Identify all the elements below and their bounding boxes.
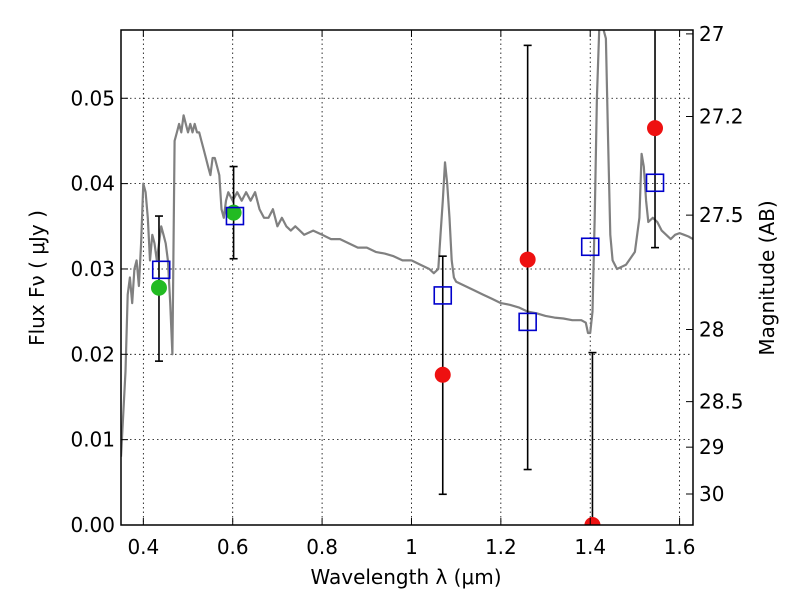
model-photometry-square [580, 237, 600, 257]
sed-spectrum-line [121, 30, 693, 457]
plot-frame [120, 29, 694, 526]
y2-tick-label: 27.5 [699, 203, 744, 227]
y-tick-label: 0.01 [70, 428, 115, 452]
x-tick-label: 0.8 [306, 535, 338, 559]
x-axis-title: Wavelength λ (μm) [310, 565, 501, 589]
y2-tick-label: 27.2 [699, 105, 744, 129]
observed-red-point [519, 251, 536, 268]
x-tick-label: 1 [405, 535, 418, 559]
model-photometry-square [151, 260, 171, 280]
y-tick-label: 0.03 [70, 257, 115, 281]
x-tick-label: 1.4 [574, 535, 606, 559]
model-photometry-square [225, 206, 245, 226]
y2-tick-label: 28.5 [699, 390, 744, 414]
plot-content [121, 30, 693, 525]
model-photometry-square [433, 286, 453, 305]
y-tick-label: 0.02 [70, 342, 115, 366]
y2-tick-label: 30 [699, 482, 724, 506]
y2-axis-title: Magnitude (AB) [755, 200, 779, 355]
observed-red-point [647, 120, 664, 137]
y2-tick-label: 28 [699, 317, 724, 341]
x-tick-label: 0.4 [127, 535, 159, 559]
y-tick-label: 0.04 [70, 172, 115, 196]
observed-red-point [434, 366, 451, 383]
y-tick-label: 0.05 [70, 86, 115, 110]
x-tick-label: 1.2 [485, 535, 517, 559]
x-tick-label: 1.6 [664, 535, 696, 559]
observed-green-point [150, 279, 167, 296]
grid-lines [121, 30, 693, 526]
y2-tick-label: 29 [699, 435, 724, 459]
model-photometry-square [645, 173, 665, 193]
y-axis-title: Flux Fν ( μJy ) [25, 210, 49, 346]
observed-red-point [584, 517, 601, 525]
model-photometry-square [518, 312, 537, 332]
x-tick-label: 0.6 [217, 535, 249, 559]
y-tick-label: 0.00 [70, 513, 115, 537]
y2-tick-label: 27 [699, 22, 724, 46]
axis-ticks: 0.4 0.6 0.8 1 1.2 1.4 1.6 0.00 0.01 0.02 0.03 0.04 0… [70, 22, 743, 559]
